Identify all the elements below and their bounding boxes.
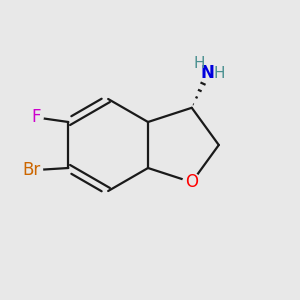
Circle shape xyxy=(183,173,201,191)
Text: N: N xyxy=(201,64,215,82)
Text: H: H xyxy=(193,56,205,71)
Text: H: H xyxy=(213,66,225,81)
Text: F: F xyxy=(32,108,41,126)
Circle shape xyxy=(20,159,43,181)
Circle shape xyxy=(29,110,43,124)
Text: O: O xyxy=(185,173,198,191)
Text: Br: Br xyxy=(22,161,41,179)
Circle shape xyxy=(200,65,216,81)
